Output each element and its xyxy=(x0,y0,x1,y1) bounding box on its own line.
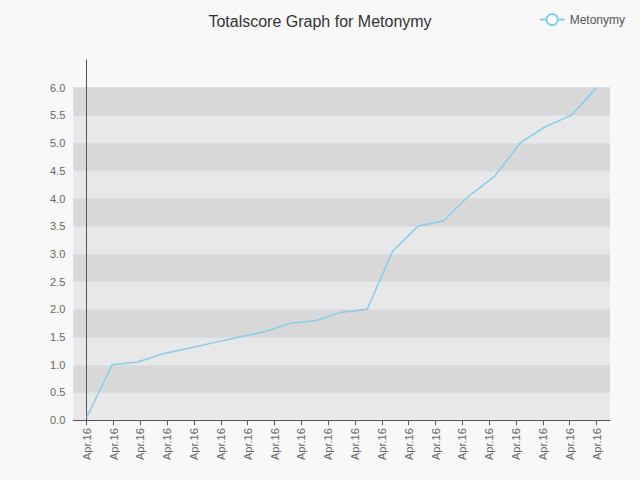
svg-text:6.0: 6.0 xyxy=(50,82,65,94)
svg-text:5.5: 5.5 xyxy=(50,109,65,121)
svg-text:Apr.16: Apr.16 xyxy=(242,428,254,460)
svg-text:3.5: 3.5 xyxy=(50,220,65,232)
svg-text:3.0: 3.0 xyxy=(50,248,65,260)
svg-text:4.0: 4.0 xyxy=(50,193,65,205)
svg-text:Apr.16: Apr.16 xyxy=(456,428,468,460)
svg-text:Apr.16: Apr.16 xyxy=(322,428,334,460)
svg-text:4.5: 4.5 xyxy=(50,165,65,177)
svg-text:2.0: 2.0 xyxy=(50,303,65,315)
svg-text:Apr.16: Apr.16 xyxy=(376,428,388,460)
svg-text:Totalscore Graph for Metonymy: Totalscore Graph for Metonymy xyxy=(208,13,431,30)
svg-text:Apr.16: Apr.16 xyxy=(134,428,146,460)
svg-text:Apr.16: Apr.16 xyxy=(269,428,281,460)
svg-text:Apr.16: Apr.16 xyxy=(188,428,200,460)
svg-text:5.0: 5.0 xyxy=(50,137,65,149)
svg-text:Apr.16: Apr.16 xyxy=(81,428,93,460)
svg-text:Apr.16: Apr.16 xyxy=(430,428,442,460)
svg-text:Apr.16: Apr.16 xyxy=(295,428,307,460)
svg-text:Apr.16: Apr.16 xyxy=(537,428,549,460)
svg-text:Apr.16: Apr.16 xyxy=(591,428,603,460)
svg-text:Apr.16: Apr.16 xyxy=(215,428,227,460)
svg-text:2.5: 2.5 xyxy=(50,276,65,288)
svg-text:Apr.16: Apr.16 xyxy=(108,428,120,460)
svg-text:Apr.16: Apr.16 xyxy=(349,428,361,460)
svg-text:1.0: 1.0 xyxy=(50,359,65,371)
svg-text:Metonymy: Metonymy xyxy=(570,13,625,27)
svg-text:1.5: 1.5 xyxy=(50,331,65,343)
svg-text:Apr.16: Apr.16 xyxy=(403,428,415,460)
svg-text:Apr.16: Apr.16 xyxy=(161,428,173,460)
svg-text:Apr.16: Apr.16 xyxy=(564,428,576,460)
svg-text:0.0: 0.0 xyxy=(50,414,65,426)
svg-text:Apr.16: Apr.16 xyxy=(510,428,522,460)
svg-text:0.5: 0.5 xyxy=(50,386,65,398)
svg-text:Apr.16: Apr.16 xyxy=(483,428,495,460)
